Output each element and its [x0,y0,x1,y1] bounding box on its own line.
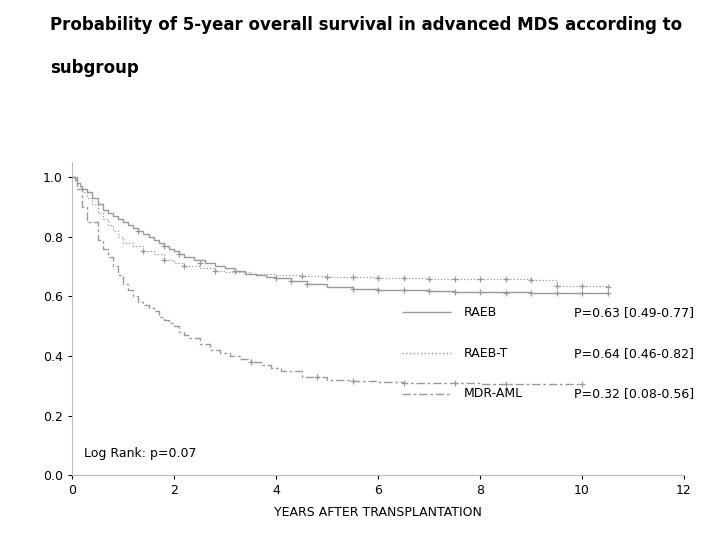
Text: MDR-AML: MDR-AML [464,387,523,400]
Text: P=0.63 [0.49-0.77]: P=0.63 [0.49-0.77] [574,306,694,319]
Text: Probability of 5-year overall survival in advanced MDS according to: Probability of 5-year overall survival i… [50,16,683,34]
Text: P=0.64 [0.46-0.82]: P=0.64 [0.46-0.82] [574,347,693,360]
Text: P=0.32 [0.08-0.56]: P=0.32 [0.08-0.56] [574,387,694,400]
Text: RAEB-T: RAEB-T [464,347,508,360]
Text: subgroup: subgroup [50,59,139,77]
Text: RAEB: RAEB [464,306,497,319]
X-axis label: YEARS AFTER TRANSPLANTATION: YEARS AFTER TRANSPLANTATION [274,505,482,518]
Text: Log Rank: p=0.07: Log Rank: p=0.07 [84,447,197,460]
